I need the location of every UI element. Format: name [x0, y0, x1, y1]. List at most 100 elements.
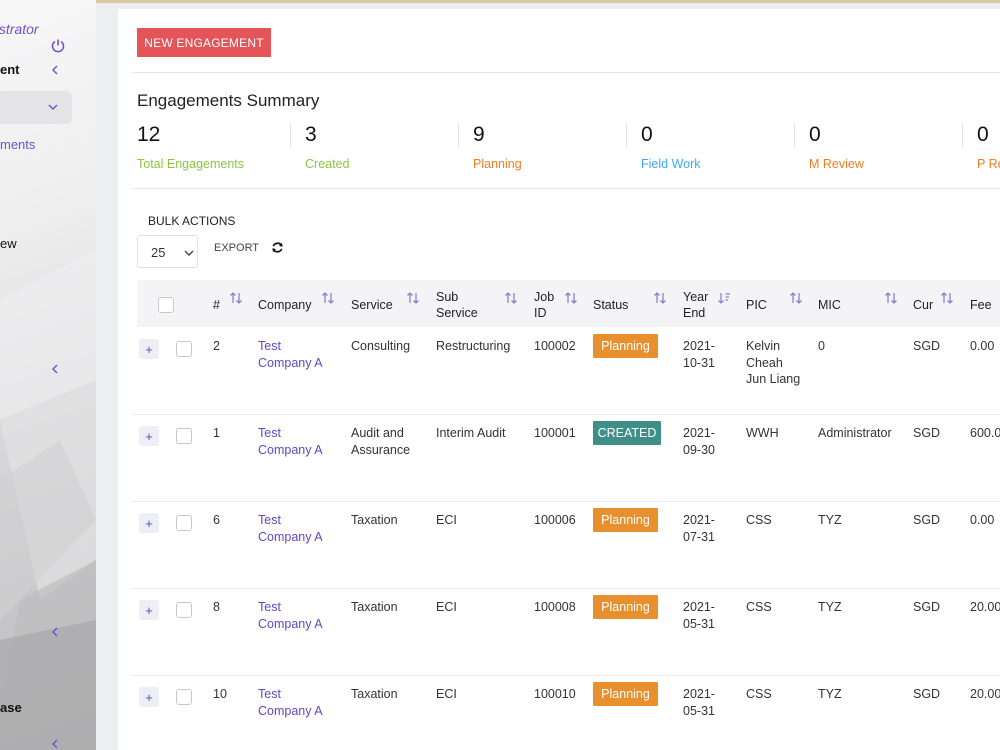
cell-sub-service: ECI [436, 687, 457, 701]
cell-fee: 20.00 [970, 687, 1000, 701]
sort-icon[interactable] [564, 291, 578, 305]
sort-icon[interactable] [653, 291, 667, 305]
cell-company-link[interactable]: Test Company A [258, 426, 323, 457]
cell-year-end: 2021-10-31 [683, 339, 715, 370]
status-badge: CREATED [593, 421, 661, 445]
sidebar-item-engagements[interactable]: ments [0, 137, 36, 152]
cell-company-link[interactable]: Test Company A [258, 513, 323, 544]
header-mic[interactable]: MIC [818, 298, 841, 312]
row-divider [132, 675, 1000, 676]
top-accent-line [0, 0, 1000, 3]
row-checkbox[interactable] [176, 428, 192, 444]
main-card [118, 9, 1000, 750]
cell-num: 6 [213, 513, 220, 527]
cell-num: 8 [213, 600, 220, 614]
cell-company-link[interactable]: Test Company A [258, 339, 323, 370]
stat-label: Planning [473, 157, 522, 171]
cell-service: Audit and Assurance [351, 426, 411, 457]
stat-label: M Review [809, 157, 864, 171]
page-size-value: 25 [151, 245, 166, 260]
sort-icon[interactable] [229, 291, 243, 305]
table-header [137, 280, 1000, 327]
stat-label: Created [305, 157, 350, 171]
cell-fee: 0.00 [970, 513, 995, 527]
row-divider [132, 501, 1000, 502]
chevron-left-icon[interactable] [48, 625, 62, 639]
bulk-actions-button[interactable]: BULK ACTIONS [148, 214, 236, 228]
cell-pic: CSS [746, 687, 772, 701]
row-checkbox[interactable] [176, 515, 192, 531]
sort-icon[interactable] [884, 291, 898, 305]
select-all-checkbox[interactable] [158, 297, 174, 313]
sidebar-item-database[interactable]: ase [0, 700, 22, 715]
cell-job-id: 100002 [534, 339, 576, 353]
status-badge: Planning [593, 334, 658, 358]
refresh-icon[interactable] [271, 241, 284, 254]
stat-separator [458, 122, 459, 148]
sort-icon[interactable] [406, 291, 420, 305]
stat-separator [962, 122, 963, 148]
cell-fee: 0.00 [970, 339, 995, 353]
cell-company-link[interactable]: Test Company A [258, 600, 323, 631]
sort-icon[interactable] [789, 291, 803, 305]
header-fee[interactable]: Fee [970, 298, 992, 312]
power-icon[interactable] [50, 38, 66, 54]
stat-value: 0 [977, 123, 989, 146]
header-year-end[interactable]: Year End [683, 290, 709, 320]
expand-row-button[interactable]: + [139, 339, 159, 359]
divider [132, 188, 1000, 189]
cell-currency: SGD [913, 426, 941, 440]
sidebar-user-role: nistrator [0, 21, 39, 37]
row-checkbox[interactable] [176, 602, 192, 618]
row-checkbox[interactable] [176, 689, 192, 705]
expand-row-button[interactable]: + [139, 513, 159, 533]
cell-pic: WWH [746, 426, 779, 440]
new-engagement-button[interactable]: NEW ENGAGEMENT [137, 28, 271, 57]
status-badge: Planning [593, 508, 658, 532]
cell-num: 10 [213, 687, 227, 701]
chevron-down-icon [184, 250, 194, 256]
sort-icon[interactable] [940, 291, 954, 305]
header-sub-service[interactable]: Sub Service [436, 290, 478, 320]
header-currency[interactable]: Cur [913, 298, 934, 312]
header-job-id[interactable]: Job ID [534, 290, 555, 320]
header-status[interactable]: Status [593, 298, 629, 312]
sidebar-selected-item[interactable] [0, 91, 72, 124]
sidebar-item-review[interactable]: ew [0, 236, 17, 251]
cell-sub-service: ECI [436, 513, 457, 527]
sort-icon[interactable] [504, 291, 518, 305]
row-checkbox[interactable] [176, 341, 192, 357]
chevron-down-icon[interactable] [46, 100, 60, 114]
cell-sub-service: Restructuring [436, 339, 511, 353]
expand-row-button[interactable]: + [139, 600, 159, 620]
header-pic[interactable]: PIC [746, 298, 767, 312]
header-company[interactable]: Company [258, 298, 312, 312]
chevron-left-icon[interactable] [48, 737, 62, 750]
status-badge: Planning [593, 595, 658, 619]
sort-icon[interactable] [321, 291, 335, 305]
chevron-left-icon[interactable] [48, 63, 62, 77]
cell-sub-service: ECI [436, 600, 457, 614]
cell-num: 2 [213, 339, 220, 353]
expand-row-button[interactable]: + [139, 687, 159, 707]
cell-currency: SGD [913, 687, 941, 701]
divider [132, 72, 1000, 73]
cell-currency: SGD [913, 513, 941, 527]
cell-mic: TYZ [818, 600, 842, 614]
export-button[interactable]: EXPORT [214, 242, 260, 254]
cell-job-id: 100010 [534, 687, 576, 701]
header-num[interactable]: # [213, 298, 220, 312]
sidebar-item-engagement[interactable]: ent [0, 62, 20, 77]
row-divider [132, 588, 1000, 589]
header-service[interactable]: Service [351, 298, 393, 312]
stat-p-review: 0 P Re [977, 122, 1000, 178]
cell-pic: CSS [746, 513, 772, 527]
sort-desc-icon[interactable] [717, 291, 731, 305]
status-badge: Planning [593, 682, 658, 706]
chevron-left-icon[interactable] [48, 362, 62, 376]
page-size-select[interactable]: 25 [137, 235, 198, 268]
stat-value: 12 [137, 123, 161, 146]
expand-row-button[interactable]: + [139, 426, 159, 446]
cell-mic: TYZ [818, 513, 842, 527]
cell-company-link[interactable]: Test Company A [258, 687, 323, 718]
